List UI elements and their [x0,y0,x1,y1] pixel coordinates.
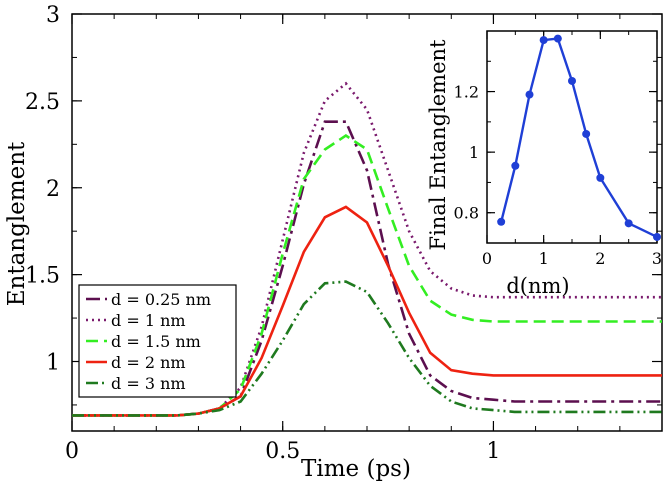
inset-x-tick-label: 1 [539,249,549,268]
main-y-tick-label: 1 [46,351,60,376]
legend-entry-label: d = 1 nm [111,311,186,330]
legend-entry-label: d = 1.5 nm [111,332,201,351]
legend-entry-label: d = 2 nm [111,353,186,372]
inset-data-point [511,161,520,170]
inset-data-point [568,76,576,85]
main-y-tick-label: 1.5 [25,264,60,289]
inset-x-axis-title: d(nm) [506,274,569,298]
inset-data-point [497,217,506,226]
inset-y-axis-title: Final Entanglement [426,39,450,251]
inset-plot: 0 1 2 3 0.8 1 1.2 [454,30,662,268]
inset-x-tick-label: 3 [652,249,662,268]
inset-x-tick-label: 2 [595,249,605,268]
inset-data-point [525,90,534,99]
main-x-tick-label: 1 [486,439,500,464]
inset-data-point [624,219,633,228]
inset-y-tick-label: 1.2 [454,83,479,102]
legend-entry-label: d = 0.25 nm [111,290,211,309]
main-y-tick-label: 2 [46,177,60,202]
inset-data-point [653,232,661,241]
inset-y-tick-label: 1 [469,143,479,162]
inset-plot-frame [486,30,658,244]
legend: d = 0.25 nm d = 1 nm d = 1.5 nm d = 2 nm d =… [78,284,237,398]
inset-data-point [553,34,562,43]
main-x-tick-label: 0 [65,439,79,464]
series-line-3 [72,205,662,417]
inset-y-tick-label: 0.8 [454,204,479,223]
main-x-axis-title: Time (ps) [301,456,411,482]
inset-series-line [500,37,658,238]
series-line-1 [72,81,662,417]
main-x-tick-label: 0.5 [265,439,300,464]
main-y-tick-label: 3 [46,3,60,28]
inset-data-point [539,36,548,45]
series-line-0 [72,120,662,417]
inset-x-tick-label: 0 [482,249,492,268]
legend-entry-label: d = 3 nm [111,374,186,393]
inset-data-point [596,173,605,182]
main-y-tick-label: 2.5 [25,90,60,115]
inset-data-point [582,129,591,138]
main-y-axis-title: Entanglement [4,141,30,306]
